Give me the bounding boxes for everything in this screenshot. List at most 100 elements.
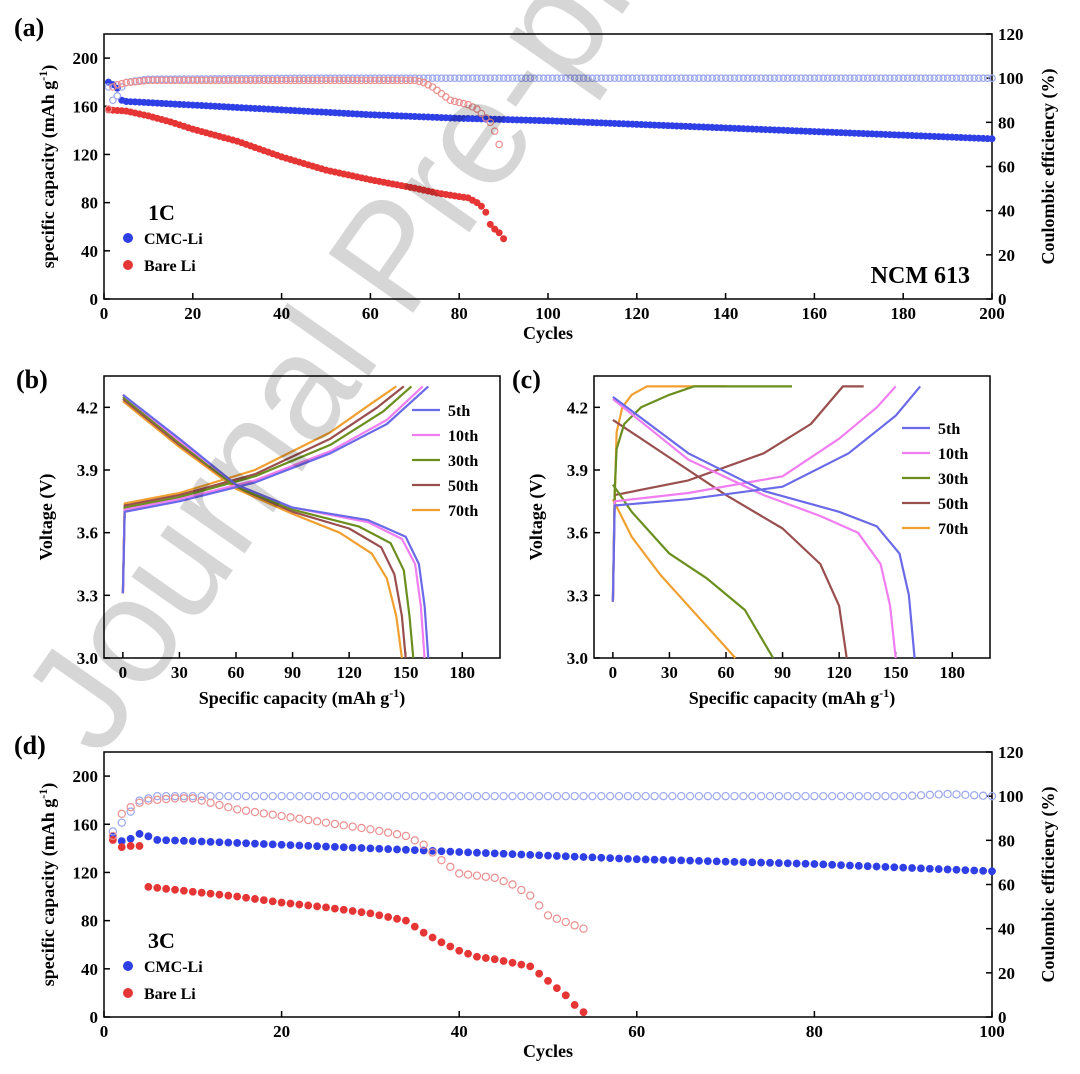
data-point [828, 74, 836, 82]
data-point [499, 876, 508, 886]
data-point [695, 74, 703, 82]
data-point [539, 74, 548, 82]
data-point [743, 74, 752, 82]
data-point [326, 76, 335, 85]
data-point [712, 791, 721, 801]
data-point [126, 78, 135, 86]
data-point [903, 74, 912, 82]
data-point [233, 892, 242, 901]
data-point [117, 818, 126, 827]
data-point [606, 854, 615, 863]
data-point [987, 791, 997, 801]
data-point [845, 791, 855, 801]
data-point [917, 74, 925, 82]
data-point [659, 791, 668, 801]
data-point [339, 76, 348, 85]
data-point [726, 74, 734, 82]
data-point [357, 74, 366, 82]
data-point [117, 843, 126, 852]
x-tick-label: 120 [624, 304, 650, 323]
data-point [868, 74, 876, 82]
data-point [655, 74, 663, 82]
data-point [623, 791, 633, 801]
data-point [552, 791, 562, 801]
data-point [717, 74, 725, 82]
data-point [925, 864, 934, 873]
y-tick-label: 3.3 [567, 586, 588, 605]
data-point [672, 74, 681, 82]
panel-label: (a) [14, 13, 44, 42]
data-point [410, 846, 419, 855]
data-point [295, 791, 304, 801]
data-point [570, 791, 579, 801]
data-point [171, 885, 179, 894]
x-tick-label: 90 [284, 663, 301, 682]
data-point [446, 847, 455, 856]
data-point [113, 80, 122, 89]
data-point [393, 74, 401, 82]
data-point [357, 908, 366, 917]
data-point [628, 74, 637, 82]
data-point [508, 791, 517, 801]
data-point [362, 74, 370, 82]
data-point [331, 74, 339, 82]
data-point [508, 850, 517, 859]
data-point [170, 794, 180, 803]
data-point [535, 851, 544, 860]
x-tick-label: 150 [883, 663, 909, 682]
data-point [322, 842, 330, 851]
data-point [428, 791, 437, 801]
x-tick-label: 0 [100, 1022, 109, 1041]
data-point [615, 74, 623, 82]
data-point [823, 74, 832, 82]
data-point [535, 969, 544, 978]
data-point [481, 849, 490, 857]
y2-tick-label: 80 [998, 831, 1015, 850]
data-point [664, 74, 672, 82]
data-point [659, 74, 668, 82]
data-point [250, 807, 260, 817]
data-point [641, 74, 650, 82]
x-tick-label: 60 [718, 663, 735, 682]
x-tick-label: 20 [273, 1022, 290, 1041]
data-point [251, 76, 259, 85]
data-point [326, 74, 335, 82]
data-point [495, 229, 503, 237]
data-point [477, 74, 486, 82]
data-point [304, 815, 313, 825]
data-point [988, 74, 996, 82]
data-point [375, 911, 384, 920]
data-point [925, 790, 935, 800]
data-point [171, 76, 179, 85]
data-point [526, 962, 535, 971]
data-point [189, 76, 197, 85]
data-point [952, 74, 961, 82]
data-point [490, 791, 499, 801]
curve-30th-discharge [122, 396, 415, 659]
data-point [463, 791, 473, 801]
curve-10th-discharge [612, 398, 897, 659]
data-point [197, 837, 206, 846]
data-point [832, 74, 841, 82]
data-point [450, 97, 459, 106]
data-point [775, 74, 783, 82]
data-point [907, 791, 917, 800]
data-point [140, 77, 148, 85]
data-point [251, 839, 259, 848]
x-tick-label: 150 [393, 663, 419, 682]
data-point [366, 909, 375, 918]
cathode-label: NCM 613 [871, 263, 970, 289]
data-point [566, 74, 575, 82]
data-point [410, 791, 419, 801]
data-point [952, 865, 961, 874]
data-point [304, 791, 313, 801]
data-point [224, 76, 233, 85]
data-point [268, 76, 277, 85]
data-point [348, 907, 357, 915]
data-point [162, 836, 171, 845]
curve-30th-charge [121, 385, 413, 594]
data-point [552, 984, 561, 992]
data-point [961, 866, 970, 875]
rate-label: 1C [148, 200, 175, 225]
y-tick-label: 4.2 [567, 398, 588, 417]
